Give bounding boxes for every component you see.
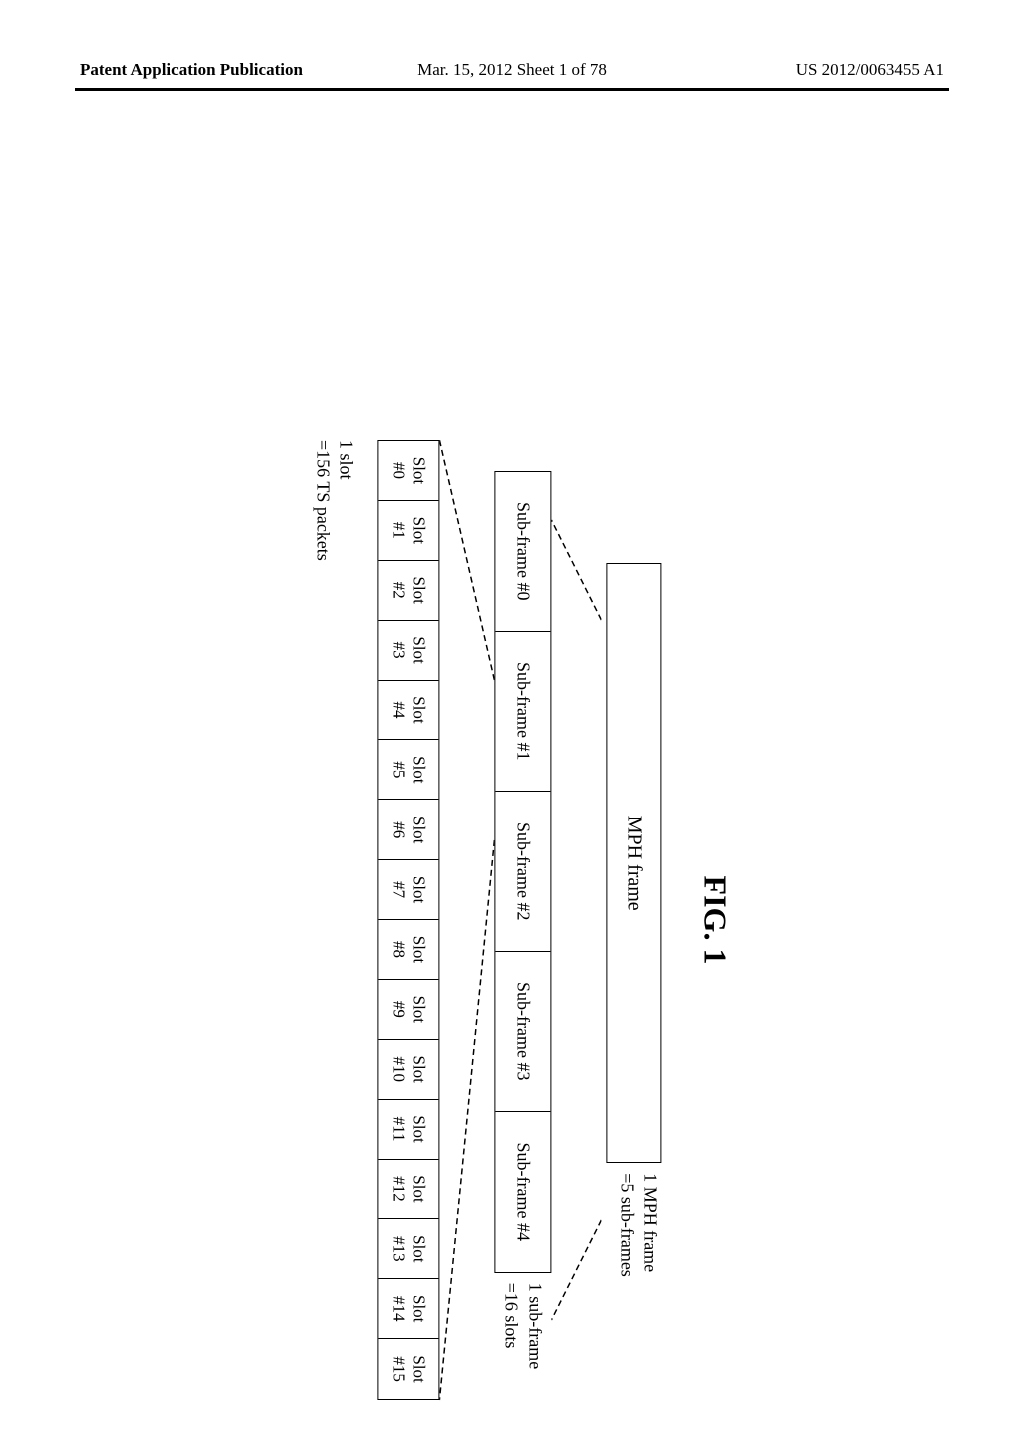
- slot-num: #10: [388, 1056, 408, 1082]
- subframe-row: Sub-frame #0Sub-frame #1Sub-frame #2Sub-…: [494, 471, 551, 1273]
- slot-num: #11: [388, 1117, 408, 1142]
- subframe-annotation: 1 sub-frame =16 slots: [500, 1283, 547, 1369]
- slot-num: #5: [388, 761, 408, 778]
- slot-2: Slot#2: [378, 561, 438, 621]
- slot-14: Slot#14: [378, 1279, 438, 1339]
- slot-11: Slot#11: [378, 1100, 438, 1160]
- slot-num: #13: [388, 1236, 408, 1262]
- slot-num: #9: [388, 1001, 408, 1018]
- slot-row: Slot#0Slot#1Slot#2Slot#3Slot#4Slot#5Slot…: [377, 440, 439, 1400]
- slot-label: Slot: [408, 636, 428, 663]
- figure-title: FIG. 1: [696, 420, 733, 1420]
- mph-frame-box: MPH frame: [606, 563, 661, 1163]
- slot-10: Slot#10: [378, 1040, 438, 1100]
- slot-15: Slot#15: [378, 1339, 438, 1399]
- mph-annotation-line2: =5 sub-frames: [615, 1173, 638, 1277]
- header-center: Mar. 15, 2012 Sheet 1 of 78: [417, 60, 607, 80]
- expansion-lines-1: [551, 420, 601, 1420]
- slot-label: Slot: [408, 1175, 428, 1202]
- slot-label: Slot: [408, 1055, 428, 1082]
- subframe-1: Sub-frame #1: [495, 632, 550, 792]
- subframe-4: Sub-frame #4: [495, 1112, 550, 1272]
- subframe-0: Sub-frame #0: [495, 472, 550, 632]
- slot-label: Slot: [408, 696, 428, 723]
- slot-num: #1: [388, 522, 408, 539]
- slot-6: Slot#6: [378, 800, 438, 860]
- slot-num: #7: [388, 881, 408, 898]
- slot-13: Slot#13: [378, 1219, 438, 1279]
- mph-annotation: 1 MPH frame =5 sub-frames: [615, 1173, 662, 1277]
- footer-label: 1 slot =156 TS packets: [311, 420, 358, 1420]
- slot-num: #14: [388, 1296, 408, 1322]
- slot-label: Slot: [408, 1235, 428, 1262]
- subframe-annotation-line2: =16 slots: [500, 1283, 523, 1369]
- slot-12: Slot#12: [378, 1160, 438, 1220]
- header-left: Patent Application Publication: [80, 60, 303, 80]
- slot-label: Slot: [408, 756, 428, 783]
- mph-row-wrap: MPH frame 1 MPH frame =5 sub-frames: [606, 420, 661, 1420]
- slot-7: Slot#7: [378, 860, 438, 920]
- footer-line2: =156 TS packets: [311, 440, 334, 1420]
- subframe-annotation-line1: 1 sub-frame: [523, 1283, 546, 1369]
- diagram-inner: FIG. 1 MPH frame 1 MPH frame =5 sub-fram…: [311, 420, 734, 1420]
- slot-label: Slot: [408, 457, 428, 484]
- slot-num: #12: [388, 1176, 408, 1202]
- slot-label: Slot: [408, 876, 428, 903]
- slot-label: Slot: [408, 517, 428, 544]
- header-rule: [75, 88, 949, 91]
- slot-num: #4: [388, 701, 408, 718]
- expansion-lines-2: [439, 420, 494, 1420]
- slot-8: Slot#8: [378, 920, 438, 980]
- slot-3: Slot#3: [378, 621, 438, 681]
- slot-num: #8: [388, 941, 408, 958]
- footer-line1: 1 slot: [334, 440, 357, 1420]
- slot-label: Slot: [408, 936, 428, 963]
- slot-label: Slot: [408, 1115, 428, 1142]
- slot-num: #3: [388, 642, 408, 659]
- slot-label: Slot: [408, 816, 428, 843]
- subframe-row-wrap: Sub-frame #0Sub-frame #1Sub-frame #2Sub-…: [494, 420, 551, 1420]
- expansion-svg-1: [551, 510, 601, 1330]
- expansion-svg-2: [439, 430, 494, 1410]
- slot-5: Slot#5: [378, 740, 438, 800]
- slot-4: Slot#4: [378, 681, 438, 741]
- page-header: Patent Application Publication Mar. 15, …: [0, 60, 1024, 80]
- slot-label: Slot: [408, 1355, 428, 1382]
- slot-num: #0: [388, 462, 408, 479]
- diagram-container: FIG. 1 MPH frame 1 MPH frame =5 sub-fram…: [0, 408, 1024, 1432]
- mph-annotation-line1: 1 MPH frame: [638, 1173, 661, 1277]
- slot-num: #2: [388, 582, 408, 599]
- slot-label: Slot: [408, 1295, 428, 1322]
- slot-label: Slot: [408, 576, 428, 603]
- slot-num: #15: [388, 1356, 408, 1382]
- slot-num: #6: [388, 821, 408, 838]
- slot-label: Slot: [408, 996, 428, 1023]
- mph-frame-label: MPH frame: [622, 816, 645, 911]
- slot-9: Slot#9: [378, 980, 438, 1040]
- subframe-2: Sub-frame #2: [495, 792, 550, 952]
- subframe-3: Sub-frame #3: [495, 952, 550, 1112]
- header-right: US 2012/0063455 A1: [796, 60, 944, 80]
- slot-1: Slot#1: [378, 501, 438, 561]
- slot-0: Slot#0: [378, 441, 438, 501]
